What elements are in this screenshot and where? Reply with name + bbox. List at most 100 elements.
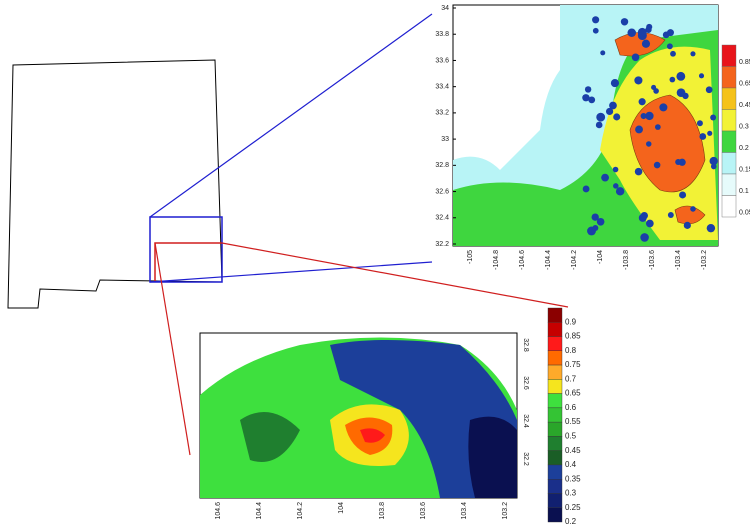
blue-region [149,216,223,283]
site-marker [696,120,703,127]
colorbar-label: 0.15 [739,167,750,174]
colorbar-swatch [721,44,737,67]
site-marker [651,84,657,90]
connector [149,261,433,283]
colorbar-swatch [547,322,563,337]
colorbar-swatch [547,364,563,380]
site-marker [706,223,716,233]
contour [360,428,385,443]
colorbar-swatch [547,379,563,394]
contour [468,416,517,498]
contour [674,205,706,225]
site-marker [645,111,654,121]
y-tick-label: 32.4 [522,414,529,428]
site-marker [612,166,619,173]
y-tick-label: 32.6 [435,188,449,195]
site-marker [690,51,696,57]
site-marker [645,26,652,33]
colorbar-swatch [547,450,563,466]
x-tick-label: -103.2 [701,250,708,270]
colorbar-swatch [547,350,563,366]
connector [149,13,433,218]
site-marker [676,88,686,98]
site-marker [645,219,654,228]
colorbar-label: 0.8 [565,346,577,355]
x-tick-label: 103.8 [379,502,386,520]
x-tick-label: 104 [338,502,345,514]
site-marker [646,141,652,147]
colorbar-label: 0.45 [565,446,581,455]
red-region [154,242,222,282]
colorbar-label: 0.25 [565,503,581,512]
colorbar-label: 0.85 [565,332,581,341]
x-tick-label: -105 [467,250,474,264]
site-marker [613,113,621,121]
site-marker [653,161,661,169]
site-marker [582,185,590,193]
colorbar-swatch [547,493,563,508]
x-tick-label: 103.4 [461,502,468,520]
site-marker [707,130,713,136]
site-marker [637,27,647,37]
site-marker [710,114,717,121]
colorbar-swatch [547,464,563,480]
site-marker [592,16,600,24]
site-marker [635,125,643,134]
site-marker [675,158,682,166]
colorbar-label: 0.75 [565,360,581,369]
colorbar-label: 0.3 [565,489,577,498]
colorbar-label: 0.65 [739,81,750,88]
y-tick-label: 33 [441,136,449,143]
y-tick-label: 32.8 [435,162,449,169]
y-tick-label: 32.8 [522,338,529,352]
site-marker [654,124,661,130]
y-tick-label: 33.6 [435,57,449,64]
colorbar-swatch [721,195,737,218]
x-tick-label: -104.6 [519,250,526,270]
colorbar-swatch [547,336,563,351]
site-marker [638,98,646,106]
x-tick-label: -104.8 [493,250,500,270]
site-marker [601,173,609,182]
y-tick-label: 32.2 [435,241,449,248]
connector [154,242,191,456]
site-marker [592,225,599,232]
site-marker [620,18,629,26]
colorbar-swatch [547,307,563,323]
site-marker [615,187,625,196]
y-tick-label: 32.4 [435,215,449,222]
site-marker [584,86,592,93]
colorbar-swatch [547,393,563,409]
site-marker [683,221,691,229]
site-marker [627,28,636,38]
site-marker [699,133,707,140]
x-tick-label: 104.4 [256,502,263,520]
site-marker [605,107,614,116]
site-marker [596,112,606,122]
colorbar-swatch [547,436,563,451]
y-tick-label: 33.2 [435,110,449,117]
x-tick-label: -104.4 [545,250,552,270]
colorbar-swatch [721,130,737,153]
site-marker [679,191,687,199]
colorbar-swatch [721,109,737,132]
colorbar-label: 0.55 [565,417,581,426]
colorbar-label: 0.9 [565,317,577,326]
site-marker [666,43,673,50]
site-marker [591,213,599,221]
site-marker [641,39,651,48]
site-marker [662,31,670,39]
y-tick-label: 32.2 [522,452,529,466]
x-tick-label: 103.6 [420,502,427,520]
site-marker [690,206,696,212]
y-tick-label: 34 [441,5,449,12]
colorbar-swatch [547,421,563,437]
site-marker [709,156,718,166]
site-marker [659,103,668,112]
colorbar-label: 0.35 [565,474,581,483]
colorbar-label: 0.65 [565,389,581,398]
site-marker [588,96,596,104]
colorbar-swatch [547,507,563,523]
site-marker [705,86,713,94]
